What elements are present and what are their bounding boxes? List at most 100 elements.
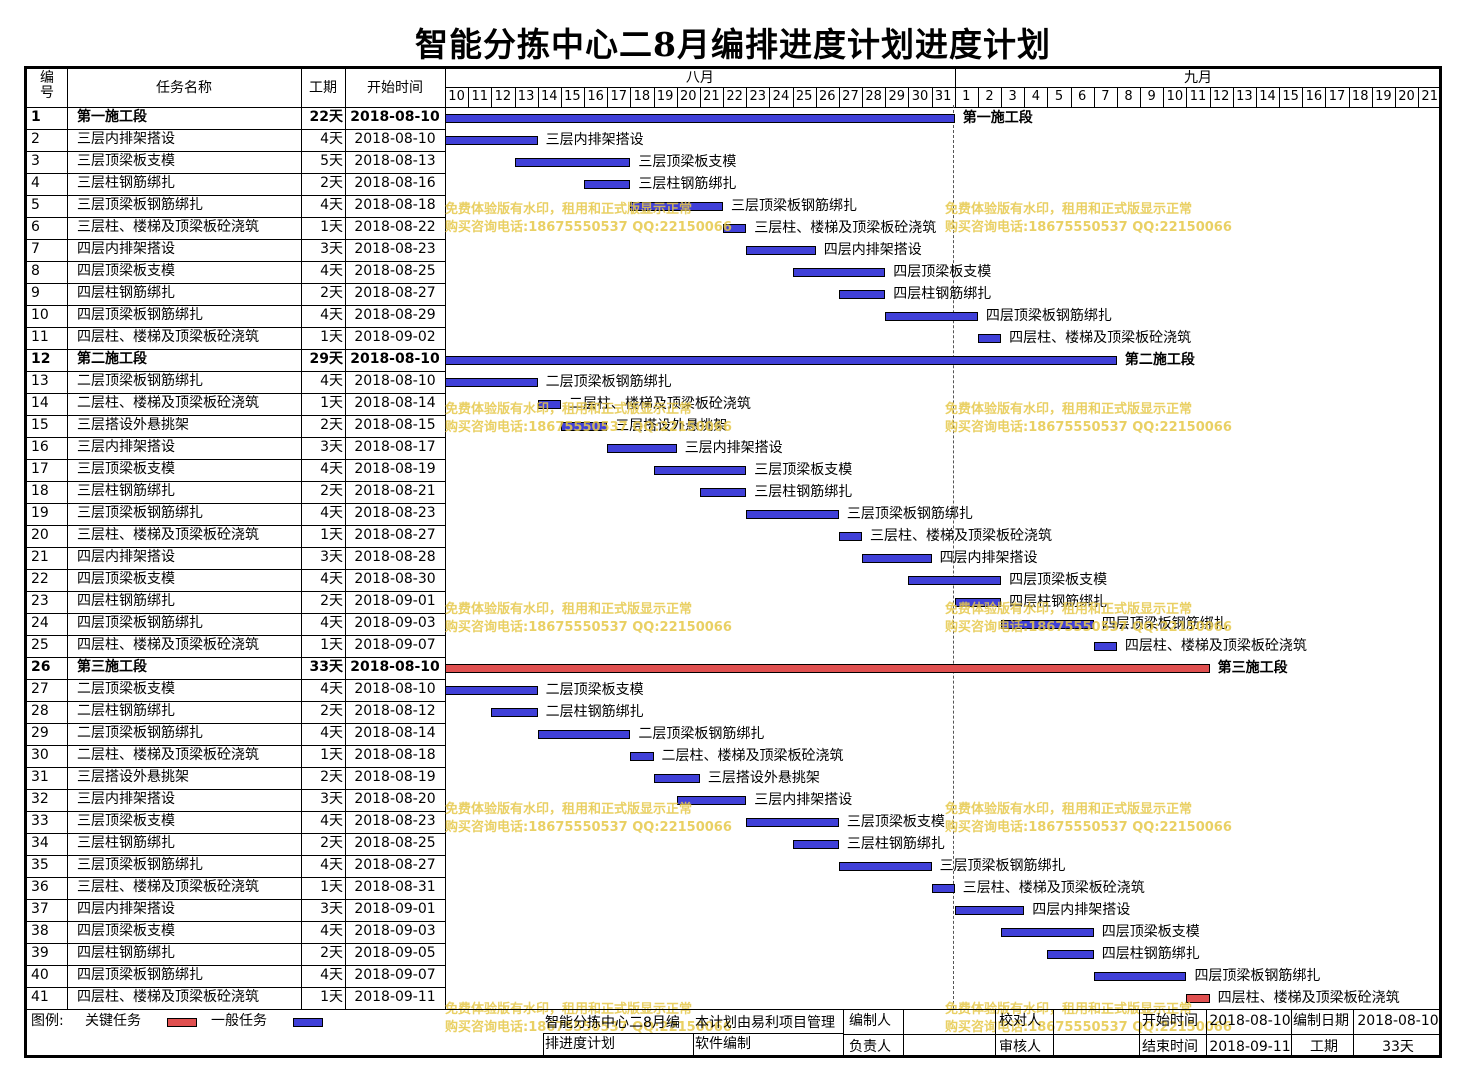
day-label: 14 (540, 89, 558, 104)
task-name: 四层内排架搭设 (77, 549, 175, 565)
task-id: 8 (31, 263, 40, 279)
task-id: 10 (31, 307, 49, 323)
day-divider (607, 87, 609, 107)
day-divider (699, 87, 701, 107)
row-divider (27, 701, 445, 702)
day-divider (908, 87, 910, 107)
date-label: 编制日期 (1293, 1013, 1349, 1029)
task-bar (653, 466, 747, 475)
task-name: 四层顶梁板钢筋绑扎 (77, 967, 203, 983)
task-name: 四层顶梁板钢筋绑扎 (77, 307, 203, 323)
day-label: 10 (448, 89, 465, 104)
task-id: 12 (31, 351, 51, 367)
day-divider (468, 87, 470, 107)
row-divider (27, 283, 445, 284)
row-divider (27, 635, 445, 636)
day-divider (815, 87, 817, 107)
task-name: 三层顶梁板支模 (77, 461, 175, 477)
table-row: 12 第二施工段 29天 2018-08-10 (27, 349, 445, 371)
footer-top-line (27, 1009, 1439, 1010)
bar-label: 三层内排架搭设 (684, 440, 783, 456)
start-value: 2018-08-10 (1209, 1013, 1291, 1029)
table-row: 28 二层柱钢筋绑扎 2天 2018-08-12 (27, 701, 445, 723)
legend-critical-swatch (167, 1018, 197, 1027)
header-id: 编号 (40, 70, 54, 101)
task-name: 四层内排架搭设 (77, 241, 175, 257)
day-label: 20 (679, 89, 697, 104)
task-bar (1186, 994, 1210, 1003)
task-start: 2018-08-23 (354, 505, 436, 521)
task-name: 四层顶梁板支模 (77, 263, 175, 279)
day-divider (584, 87, 586, 107)
task-id: 24 (31, 615, 49, 631)
task-name: 三层顶梁板钢筋绑扎 (77, 197, 203, 213)
task-duration: 4天 (320, 505, 343, 521)
footer-line (1291, 1009, 1292, 1057)
task-bar (445, 686, 538, 695)
day-label: 11 (471, 89, 488, 104)
task-bar (954, 906, 1025, 915)
task-bar (1093, 642, 1117, 651)
task-name: 三层柱、楼梯及顶梁板砼浇筑 (77, 879, 259, 895)
task-id: 32 (31, 791, 49, 807)
footer-line (1053, 1009, 1054, 1057)
day-divider (1093, 87, 1095, 107)
bar-label: 二层顶梁板钢筋绑扎 (638, 726, 765, 742)
footer-line (1353, 1009, 1354, 1057)
task-bar (977, 334, 1002, 343)
task-bar (1093, 972, 1187, 981)
task-name: 三层柱钢筋绑扎 (77, 175, 175, 191)
row-divider (27, 393, 445, 394)
row-divider (27, 547, 445, 548)
watermark-line: 购买咨询电话:18675550537 QQ:22150066 (445, 1020, 732, 1035)
day-label: 31 (934, 89, 952, 104)
table-row: 27 二层顶梁板支模 4天 2018-08-10 (27, 679, 445, 701)
task-bar (723, 224, 747, 233)
day-divider (1209, 87, 1211, 107)
row-divider (27, 173, 445, 174)
watermark-line: 免费体验版有水印，租用和正式版显示正常 (445, 402, 693, 417)
date-value: 2018-08-10 (1357, 1013, 1439, 1029)
header-bottom-line (27, 107, 1439, 108)
table-row: 16 三层内排架搭设 3天 2018-08-17 (27, 437, 445, 459)
table-row: 31 三层搭设外悬挑架 2天 2018-08-19 (27, 767, 445, 789)
task-id: 7 (31, 241, 40, 257)
task-start: 2018-08-29 (354, 307, 436, 323)
footer-line (995, 1009, 996, 1057)
day-label: 12 (1212, 89, 1230, 104)
task-duration: 3天 (320, 439, 343, 455)
table-row: 3 三层顶梁板支模 5天 2018-08-13 (27, 151, 445, 173)
table-row: 30 二层柱、楼梯及顶梁板砼浇筑 1天 2018-08-18 (27, 745, 445, 767)
bar-label: 三层柱、楼梯及顶梁板砼浇筑 (870, 528, 1053, 544)
task-duration: 1天 (320, 329, 343, 345)
task-id: 38 (31, 923, 49, 939)
table-row: 7 四层内排架搭设 3天 2018-08-23 (27, 239, 445, 261)
task-bar (746, 818, 839, 827)
task-id: 5 (31, 197, 40, 213)
task-duration: 4天 (320, 307, 343, 323)
bar-label: 二层顶梁板支模 (545, 682, 644, 698)
day-divider (1325, 87, 1327, 107)
task-id: 25 (31, 637, 49, 653)
day-label: 10 (1166, 89, 1184, 104)
task-bar (746, 510, 839, 519)
day-label: 13 (1236, 89, 1253, 104)
task-id: 19 (31, 505, 49, 521)
task-bar (885, 312, 978, 321)
day-label: 17 (1328, 89, 1346, 104)
task-bar (908, 576, 1002, 585)
task-duration: 3天 (320, 241, 343, 257)
task-start: 2018-09-02 (354, 329, 436, 345)
footer-project: 智能分拣中心二8月编排进度计划 (545, 1015, 680, 1052)
watermark-line: 购买咨询电话:18675550537 QQ:22150066 (945, 420, 1232, 435)
day-label: 16 (1305, 89, 1323, 104)
row-divider (27, 151, 445, 152)
day-label: 30 (911, 89, 929, 104)
day-divider (1279, 87, 1281, 107)
task-bar (445, 356, 1117, 365)
gantt-sheet: 编号 任务名称 工期 开始时间 八月 九月 10 11 12 13 14 15 16 17 18 19… (24, 66, 1442, 1058)
task-duration: 2天 (320, 417, 343, 433)
table-row: 24 四层顶梁板钢筋绑扎 4天 2018-09-03 (27, 613, 445, 635)
task-name: 三层柱钢筋绑扎 (77, 835, 175, 851)
day-label: 8 (1124, 89, 1133, 104)
